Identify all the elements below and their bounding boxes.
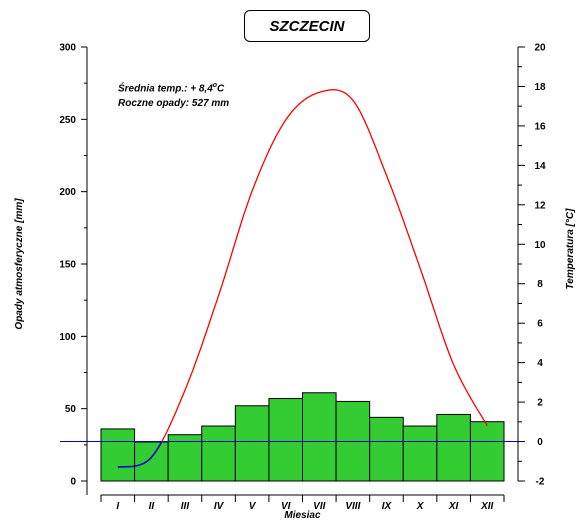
right-tick-label--2: -2 xyxy=(536,477,545,488)
right-tick-label-10: 10 xyxy=(534,240,546,251)
right-tick-label-12: 12 xyxy=(534,200,546,211)
chart-axes xyxy=(81,46,525,502)
right-tick-label-8: 8 xyxy=(537,279,543,290)
precip-bar-II xyxy=(134,441,169,482)
left-tick-label-0: 0 xyxy=(70,477,76,488)
mean-temperature-annotation: Średnia temp.: + 8,4oC xyxy=(118,82,225,95)
left-axis-title: Opady atmosferyczne [mm] xyxy=(14,198,25,330)
category-label-VIII: VIII xyxy=(345,501,360,512)
precip-bar-VII xyxy=(302,392,337,482)
precip-bar-I xyxy=(100,428,136,482)
precip-bar-XII xyxy=(469,421,505,482)
left-tick-label-50: 50 xyxy=(65,404,77,415)
precip-bar-IV xyxy=(201,425,236,482)
category-label-VI: VI xyxy=(281,501,291,512)
annual-precipitation-annotation: Roczne opady: 527 mm xyxy=(118,98,230,109)
category-label-IX: IX xyxy=(382,501,393,512)
precip-bar-XI xyxy=(436,413,471,482)
precip-bar-III xyxy=(167,434,203,482)
left-tick-label-200: 200 xyxy=(59,187,76,198)
temperature-line-below-zero-0 xyxy=(117,441,163,468)
temperature-line-above-zero-0 xyxy=(160,89,488,443)
right-tick-label-20: 20 xyxy=(534,43,546,54)
left-tick-label-100: 100 xyxy=(59,332,76,343)
temperature-curve xyxy=(117,89,488,468)
right-tick-label-2: 2 xyxy=(537,398,543,409)
left-tick-label-300: 300 xyxy=(59,43,76,54)
right-tick-label-14: 14 xyxy=(534,161,546,172)
left-tick-label-250: 250 xyxy=(59,115,76,126)
category-label-II: II xyxy=(149,501,155,512)
right-tick-label-6: 6 xyxy=(537,319,543,330)
category-label-XII: XII xyxy=(480,501,493,512)
precipitation-bars xyxy=(100,392,505,482)
chart-title: SZCZECIN xyxy=(244,10,370,42)
right-axis-title: Temperatura [°C] xyxy=(565,208,576,290)
left-tick-label-150: 150 xyxy=(59,260,76,271)
category-label-I: I xyxy=(116,501,119,512)
category-label-V: V xyxy=(249,501,257,512)
precip-bar-V xyxy=(234,405,270,482)
x-axis-title: Miesiac xyxy=(284,510,321,521)
right-tick-label-16: 16 xyxy=(534,121,546,132)
category-label-IV: IV xyxy=(214,501,225,512)
precip-bar-IX xyxy=(369,416,404,482)
category-label-XI: XI xyxy=(448,501,459,512)
right-tick-label-18: 18 xyxy=(534,82,546,93)
right-tick-label-0: 0 xyxy=(537,437,543,448)
category-label-III: III xyxy=(181,501,190,512)
category-label-X: X xyxy=(416,501,425,512)
precip-bar-VI xyxy=(268,398,303,482)
right-tick-label-4: 4 xyxy=(537,358,543,369)
precip-bar-X xyxy=(402,425,438,482)
category-label-VII: VII xyxy=(313,501,325,512)
